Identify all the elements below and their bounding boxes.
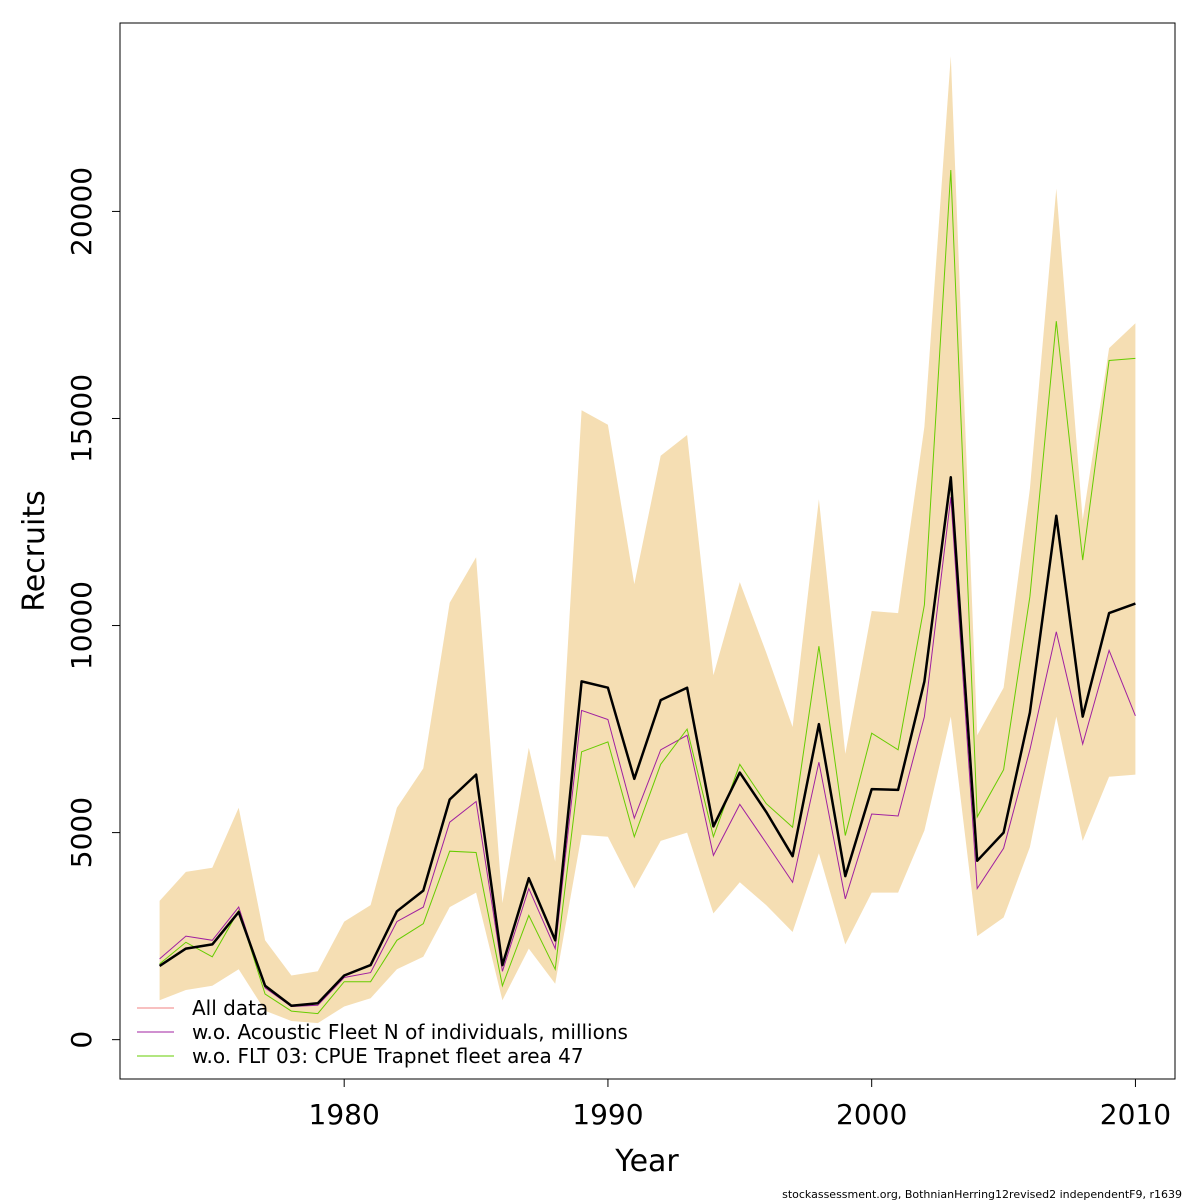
main-estimate-line: [158, 476, 1136, 1007]
x-tick-label-1980: 1980: [309, 1098, 380, 1131]
y-tick-label-10000: 10000: [65, 581, 98, 670]
y-tick-label-15000: 15000: [65, 374, 98, 463]
main-line-layer: [158, 476, 1136, 1007]
series-line-3: [159, 169, 1136, 1015]
legend-label-1: All data: [192, 996, 268, 1020]
x-tick-label-1990: 1990: [572, 1098, 643, 1131]
plot-frame: [119, 22, 1176, 1080]
x-axis-title: Year: [614, 1144, 679, 1179]
confidence-band-layer: [159, 56, 1136, 1024]
y-tick-label-5000: 5000: [65, 797, 98, 868]
y-tick-label-20000: 20000: [65, 167, 98, 256]
legend-label-2: w.o. Acoustic Fleet N of individuals, mi…: [192, 1020, 628, 1044]
y-axis: 0 5000 10000 15000 20000: [65, 167, 120, 1049]
x-tick-label-2000: 2000: [836, 1098, 907, 1131]
y-axis-title: Recruits: [17, 490, 52, 612]
x-tick-label-2010: 2010: [1100, 1098, 1171, 1131]
confidence-band: [159, 56, 1136, 1024]
footer-credit: stockassessment.org, BothnianHerring12re…: [782, 1188, 1182, 1200]
y-tick-label-0: 0: [65, 1031, 98, 1049]
series-line-2: [159, 497, 1136, 1008]
x-axis: 1980 1990 2000 2010: [309, 1079, 1171, 1131]
legend-label-3: w.o. FLT 03: CPUE Trapnet fleet area 47: [192, 1044, 584, 1068]
